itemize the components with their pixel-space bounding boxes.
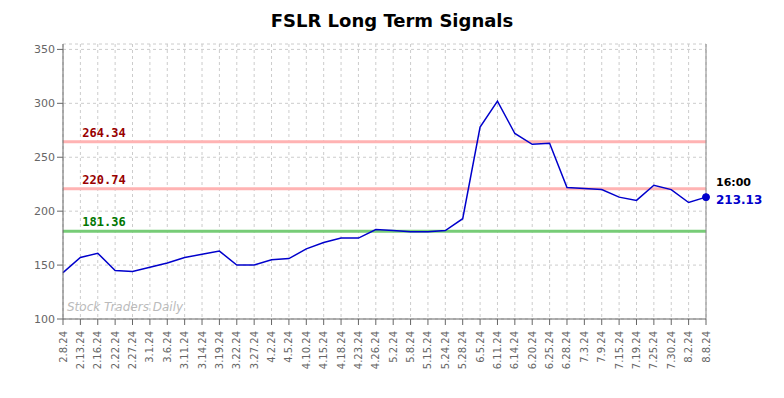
svg-text:4.10.24: 4.10.24 [301, 331, 312, 369]
svg-text:6.20.24: 6.20.24 [527, 331, 538, 369]
svg-text:4.26.24: 4.26.24 [370, 331, 381, 369]
svg-text:3.6.24: 3.6.24 [162, 331, 173, 363]
svg-text:2.22.24: 2.22.24 [110, 331, 121, 369]
svg-text:220.74: 220.74 [82, 173, 125, 187]
svg-text:6.5.24: 6.5.24 [475, 331, 486, 363]
svg-text:8.8.24: 8.8.24 [701, 331, 712, 363]
svg-text:7.19.24: 7.19.24 [631, 331, 642, 369]
svg-text:213.13: 213.13 [716, 193, 762, 207]
svg-text:3.22.24: 3.22.24 [231, 331, 242, 369]
svg-text:4.15.24: 4.15.24 [318, 331, 329, 369]
svg-text:2.27.24: 2.27.24 [127, 331, 138, 369]
svg-text:5.8.24: 5.8.24 [405, 331, 416, 363]
svg-text:6.28.24: 6.28.24 [561, 331, 572, 369]
svg-text:7.3.24: 7.3.24 [579, 331, 590, 363]
svg-text:6.25.24: 6.25.24 [544, 331, 555, 369]
svg-text:6.14.24: 6.14.24 [509, 331, 520, 369]
svg-text:181.36: 181.36 [82, 215, 125, 229]
svg-text:5.2.24: 5.2.24 [388, 331, 399, 363]
svg-text:6.11.24: 6.11.24 [492, 331, 503, 369]
svg-text:250: 250 [34, 151, 55, 164]
svg-text:4.23.24: 4.23.24 [353, 331, 364, 369]
svg-text:3.27.24: 3.27.24 [249, 331, 260, 369]
svg-text:150: 150 [34, 259, 55, 272]
svg-text:3.11.24: 3.11.24 [179, 331, 190, 369]
svg-text:5.24.24: 5.24.24 [440, 331, 451, 369]
svg-text:Stock Traders Daily: Stock Traders Daily [67, 300, 184, 314]
svg-text:16:00: 16:00 [716, 176, 751, 189]
svg-text:3.1.24: 3.1.24 [144, 331, 155, 363]
svg-text:7.30.24: 7.30.24 [666, 331, 677, 369]
svg-text:5.28.24: 5.28.24 [457, 331, 468, 369]
svg-text:2.16.24: 2.16.24 [92, 331, 103, 369]
svg-text:8.2.24: 8.2.24 [683, 331, 694, 363]
svg-text:3.14.24: 3.14.24 [197, 331, 208, 369]
svg-text:350: 350 [34, 43, 55, 56]
svg-text:264.34: 264.34 [82, 126, 125, 140]
html-text:FSLR Long Term Signals: FSLR Long Term Signals [270, 10, 514, 31]
svg-text:2.13.24: 2.13.24 [75, 331, 86, 369]
svg-text:200: 200 [34, 205, 55, 218]
svg-text:4.5.24: 4.5.24 [283, 331, 294, 363]
svg-text:4.2.24: 4.2.24 [266, 331, 277, 363]
svg-text:300: 300 [34, 97, 55, 110]
svg-text:7.25.24: 7.25.24 [648, 331, 659, 369]
svg-text:100: 100 [34, 313, 55, 326]
svg-text:4.18.24: 4.18.24 [336, 331, 347, 369]
svg-text:2.8.24: 2.8.24 [58, 331, 69, 363]
svg-text:7.15.24: 7.15.24 [614, 331, 625, 369]
svg-text:7.9.24: 7.9.24 [596, 331, 607, 363]
svg-text:5.15.24: 5.15.24 [422, 331, 433, 369]
svg-text:3.19.24: 3.19.24 [214, 331, 225, 369]
